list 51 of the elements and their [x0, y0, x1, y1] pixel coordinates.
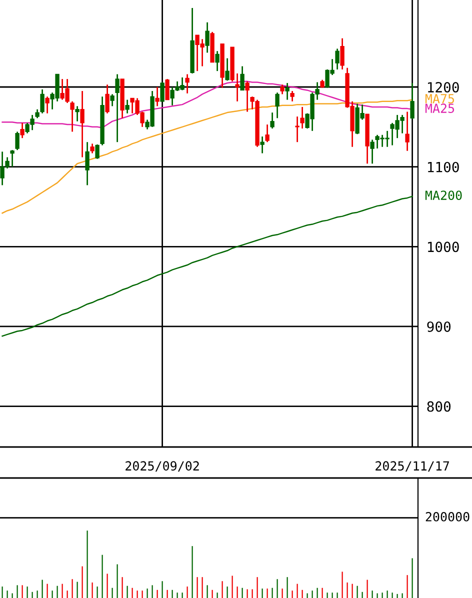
y-tick-label: 900 — [427, 321, 451, 332]
candlestick — [115, 74, 120, 143]
candlestick — [165, 78, 170, 100]
candlestick — [40, 88, 44, 114]
candlestick — [80, 90, 84, 158]
candlestick — [300, 106, 304, 130]
series-label: MA25 — [425, 104, 454, 114]
candlestick — [340, 38, 344, 70]
y-tick-label: 800 — [427, 401, 451, 412]
line-series — [2, 196, 413, 337]
candlestick — [10, 149, 14, 168]
x-tick-label: 2025/11/17 — [376, 461, 449, 472]
candlestick — [90, 142, 94, 154]
candlestick — [270, 112, 274, 130]
candlestick — [280, 84, 284, 95]
series-label: MA75 — [425, 94, 454, 104]
candlestick — [410, 82, 414, 120]
candlestick — [225, 58, 230, 82]
candlestick — [15, 131, 20, 151]
candlestick — [110, 93, 114, 107]
candlestick — [290, 90, 294, 102]
candlestick — [285, 82, 290, 100]
y-tick-label: 1100 — [428, 162, 459, 172]
x-tick-label: 2025/09/02 — [126, 461, 199, 472]
candlestick — [335, 48, 340, 70]
text: 200000 — [426, 512, 470, 522]
candlestick — [85, 141, 90, 186]
series-label: MA200 — [425, 190, 462, 200]
candlestick — [20, 122, 24, 139]
y-tick-label: 1000 — [428, 242, 459, 252]
candlestick — [95, 144, 100, 160]
candlestick — [160, 82, 164, 102]
candlestick — [275, 92, 280, 119]
candlestick — [155, 86, 160, 107]
candlestick — [295, 116, 300, 143]
candlestick — [205, 22, 210, 54]
candlestick — [370, 138, 374, 164]
candlestick — [185, 74, 190, 94]
candlestick — [105, 84, 110, 114]
candlestick — [125, 99, 130, 114]
candlestick — [405, 111, 410, 152]
candlestick — [215, 50, 220, 72]
candlestick — [45, 96, 50, 114]
candlestick — [265, 124, 270, 143]
candlestick — [240, 66, 244, 91]
candlestick — [75, 105, 80, 122]
y-tick-label: 1200 — [428, 82, 459, 93]
candlestick — [235, 72, 240, 102]
candlestick — [260, 136, 264, 154]
candlestick — [70, 100, 74, 132]
candlestick — [245, 80, 250, 112]
